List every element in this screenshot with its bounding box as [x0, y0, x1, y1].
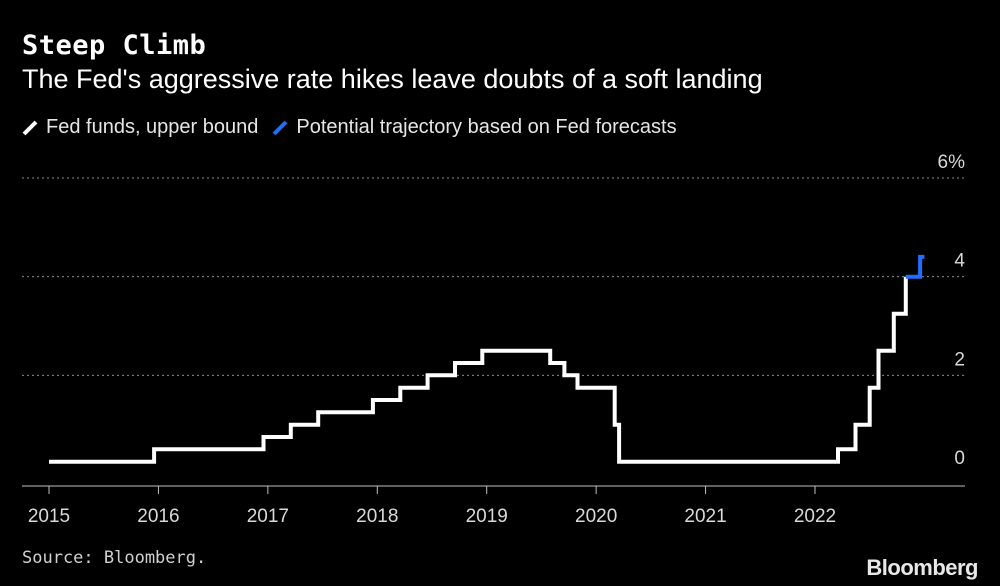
y-tick-label: 6% — [938, 152, 966, 173]
x-tick-label: 2017 — [247, 506, 289, 527]
series-group — [49, 254, 925, 464]
source-note: Source: Bloomberg. — [22, 548, 207, 568]
series-line-fed-funds — [49, 276, 908, 464]
bloomberg-logo: Bloomberg — [866, 555, 978, 580]
y-axis-ticks: 0 2 4 6% — [938, 152, 966, 469]
x-tick-label: 2020 — [575, 506, 617, 527]
x-tick-label: 2015 — [28, 506, 70, 527]
legend-label-forecast: Potential trajectory based on Fed foreca… — [296, 116, 677, 138]
y-tick-label: 4 — [954, 251, 965, 272]
y-tick-label: 2 — [954, 349, 965, 370]
x-tick-label: 2022 — [794, 506, 836, 527]
legend-swatch-white-icon — [22, 120, 38, 135]
series-line-forecast — [905, 254, 925, 279]
x-tick-label: 2019 — [466, 506, 508, 527]
x-axis: 2015 2016 2017 2018 2019 2020 2021 2022 — [22, 485, 965, 527]
chart-title: Steep Climb — [22, 30, 207, 61]
x-tick-label: 2018 — [356, 506, 398, 527]
chart-subtitle: The Fed's aggressive rate hikes leave do… — [22, 64, 763, 94]
gridlines — [22, 177, 965, 376]
legend-label-fed-funds: Fed funds, upper bound — [46, 116, 259, 138]
x-tick-label: 2016 — [137, 506, 179, 527]
legend: Fed funds, upper bound Potential traject… — [22, 116, 691, 139]
legend-swatch-blue-icon — [272, 120, 288, 135]
legend-item-fed-funds: Fed funds, upper bound — [22, 116, 258, 139]
x-tick-label: 2021 — [684, 506, 726, 527]
y-tick-label: 0 — [954, 448, 965, 469]
legend-item-forecast: Potential trajectory based on Fed foreca… — [272, 116, 677, 139]
